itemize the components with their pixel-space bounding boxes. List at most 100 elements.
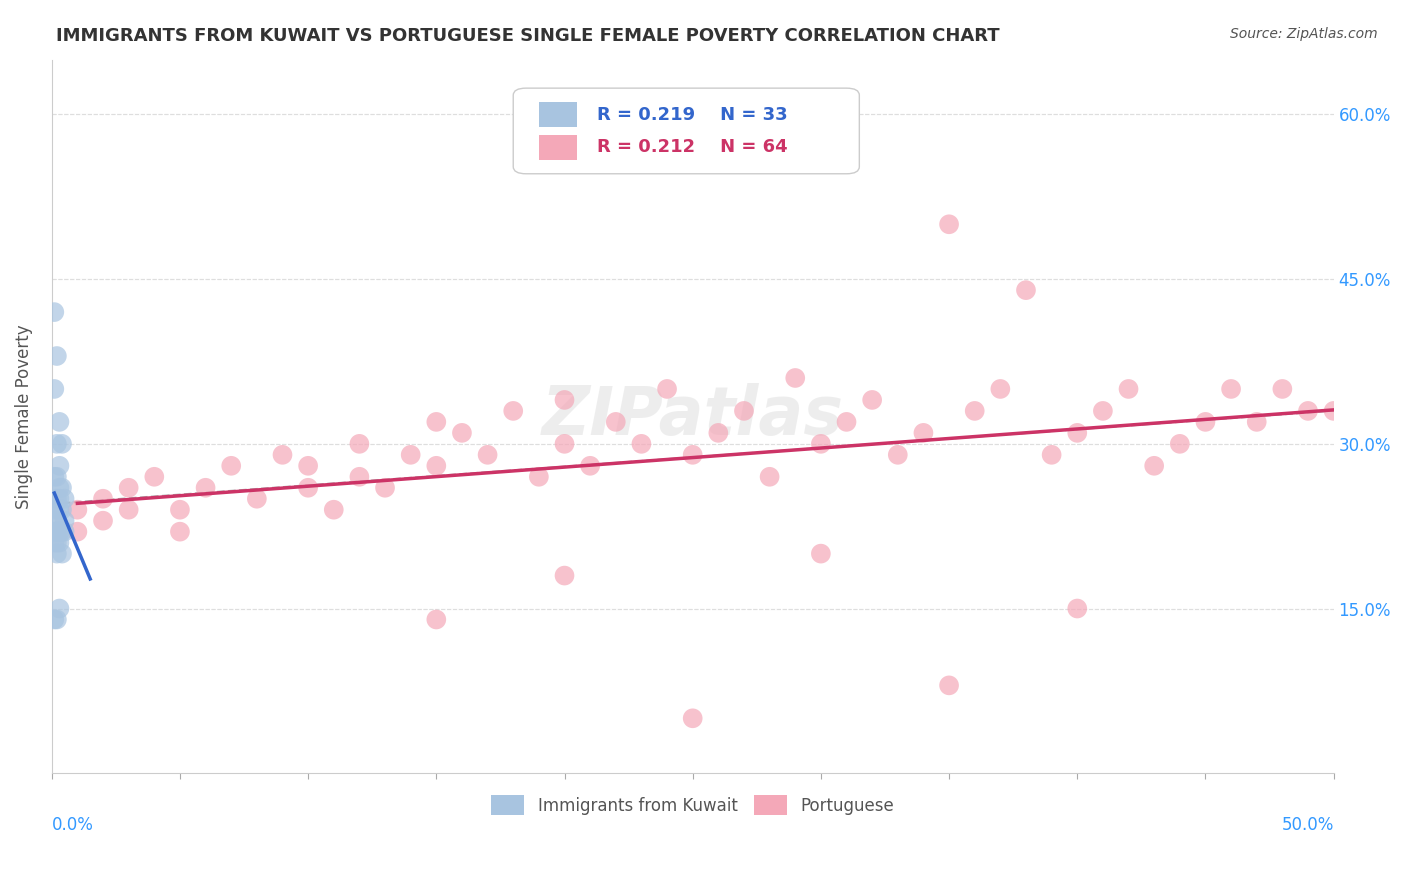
Point [553, 568, 575, 582]
Point [1168, 437, 1191, 451]
Point [502, 404, 524, 418]
Point [45, 547, 67, 561]
Point [48, 415, 70, 429]
Point [322, 502, 344, 516]
Point [271, 448, 294, 462]
Point [45, 524, 67, 539]
Text: R = 0.212    N = 64: R = 0.212 N = 64 [596, 137, 787, 156]
FancyBboxPatch shape [513, 88, 859, 174]
Point [45, 470, 67, 484]
Y-axis label: Single Female Poverty: Single Female Poverty [15, 324, 32, 508]
Point [655, 382, 678, 396]
Point [553, 437, 575, 451]
Point [51, 524, 73, 539]
Text: Source: ZipAtlas.com: Source: ZipAtlas.com [1230, 27, 1378, 41]
Point [1040, 448, 1063, 462]
Point [860, 392, 883, 407]
Legend: Immigrants from Kuwait, Portuguese: Immigrants from Kuwait, Portuguese [484, 789, 901, 822]
Point [51, 437, 73, 451]
Point [1143, 458, 1166, 473]
Point [169, 502, 191, 516]
Point [219, 458, 242, 473]
Text: R = 0.219    N = 33: R = 0.219 N = 33 [596, 105, 787, 124]
Point [48, 458, 70, 473]
Point [48, 502, 70, 516]
Point [810, 437, 832, 451]
Point [1271, 382, 1294, 396]
Point [579, 458, 602, 473]
Point [45, 491, 67, 506]
Point [527, 470, 550, 484]
Point [682, 448, 704, 462]
Point [785, 371, 807, 385]
Point [1118, 382, 1140, 396]
Point [963, 404, 986, 418]
Point [835, 415, 858, 429]
Point [1220, 382, 1243, 396]
Point [44, 305, 66, 319]
Point [349, 437, 371, 451]
Text: ZIPatlas: ZIPatlas [541, 384, 844, 450]
Point [66, 502, 89, 516]
Point [44, 535, 66, 549]
Point [44, 502, 66, 516]
Point [630, 437, 652, 451]
Point [45, 437, 67, 451]
Point [733, 404, 755, 418]
Point [1323, 404, 1346, 418]
Point [297, 458, 319, 473]
Point [605, 415, 627, 429]
Point [45, 514, 67, 528]
Point [48, 524, 70, 539]
Point [45, 535, 67, 549]
Point [1091, 404, 1114, 418]
Point [53, 514, 76, 528]
Point [1296, 404, 1319, 418]
Point [425, 458, 447, 473]
Point [44, 470, 66, 484]
Point [349, 470, 371, 484]
Point [682, 711, 704, 725]
Point [425, 612, 447, 626]
Point [48, 535, 70, 549]
Bar [538, 135, 578, 160]
Point [988, 382, 1011, 396]
Point [1066, 425, 1088, 440]
Point [44, 514, 66, 528]
Point [477, 448, 499, 462]
Bar [538, 103, 578, 128]
Point [194, 481, 217, 495]
Point [399, 448, 422, 462]
Text: 50.0%: 50.0% [1281, 816, 1334, 834]
Point [810, 547, 832, 561]
Point [91, 514, 114, 528]
Point [45, 349, 67, 363]
Point [938, 217, 960, 231]
Point [51, 502, 73, 516]
Point [53, 524, 76, 539]
Point [118, 502, 141, 516]
Point [48, 601, 70, 615]
Point [912, 425, 935, 440]
Point [143, 470, 166, 484]
Point [53, 491, 76, 506]
Point [938, 678, 960, 692]
Point [45, 612, 67, 626]
Point [246, 491, 269, 506]
Point [1015, 283, 1038, 297]
Point [118, 481, 141, 495]
Point [374, 481, 396, 495]
Point [707, 425, 730, 440]
Point [425, 415, 447, 429]
Point [66, 524, 89, 539]
Point [44, 382, 66, 396]
Point [1066, 601, 1088, 615]
Point [887, 448, 910, 462]
Point [169, 524, 191, 539]
Point [553, 392, 575, 407]
Point [1194, 415, 1216, 429]
Point [451, 425, 474, 440]
Point [51, 547, 73, 561]
Text: 0.0%: 0.0% [52, 816, 94, 834]
Point [44, 524, 66, 539]
